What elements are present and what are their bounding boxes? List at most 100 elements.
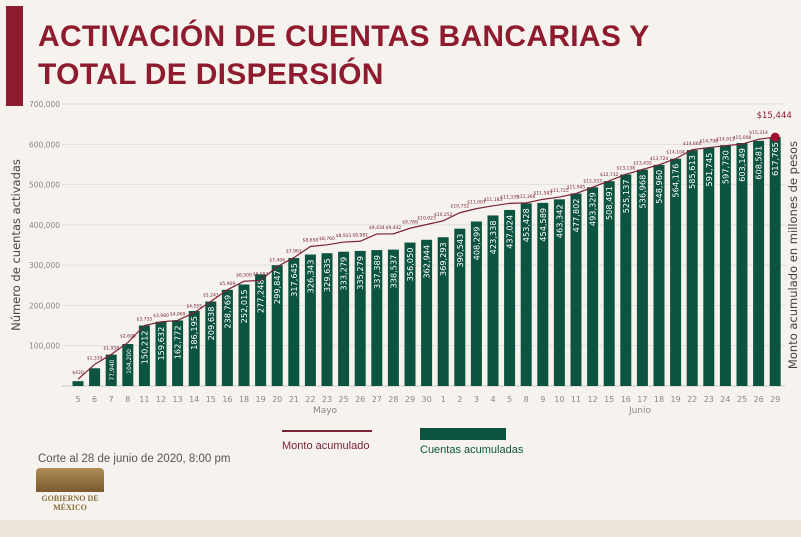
bar-value-label: 326,343	[305, 260, 315, 294]
monto-value-label: $6,553	[253, 271, 269, 277]
monto-value-label: $13,138	[616, 165, 635, 171]
bar-value-label: 463,342	[554, 204, 564, 238]
monto-value-label: $15,008	[733, 135, 752, 141]
y-tick-label: 400,000	[29, 221, 60, 230]
title-accent-bar	[6, 6, 23, 106]
bar	[354, 250, 366, 386]
bar	[537, 202, 549, 386]
monto-value-label: $2,695	[120, 334, 136, 340]
bar-value-label: 238,769	[222, 295, 232, 329]
x-tick-label: 8	[125, 395, 130, 404]
bar	[587, 187, 599, 386]
x-tick-label: 2	[457, 395, 462, 404]
bar-value-label: 162,772	[173, 325, 183, 359]
bar-value-label: 299,847	[272, 270, 282, 304]
bar	[670, 158, 682, 386]
bar-value-label: 369,293	[438, 242, 448, 276]
bar	[271, 265, 283, 386]
monto-value-label: $12,732	[600, 172, 619, 178]
x-tick-label: 10	[554, 395, 564, 404]
bar-value-label: 508,491	[604, 186, 614, 220]
x-tick-label: 23	[704, 395, 714, 404]
monto-value-label: $11,725	[550, 188, 569, 194]
bar-value-label: 77,940	[109, 359, 116, 380]
monto-value-label: $11,945	[567, 185, 586, 191]
bar-value-label: 548,960	[654, 170, 664, 204]
monto-line	[77, 136, 776, 380]
cutoff-note: Corte al 28 de junio de 2020, 8:00 pm	[38, 453, 231, 465]
bar-value-label: 337,389	[372, 255, 382, 289]
x-tick-label: 28	[388, 395, 398, 404]
bar-value-label: 362,944	[422, 245, 432, 279]
bar	[620, 174, 632, 386]
monto-value-label: $6,500	[236, 272, 252, 278]
bar	[470, 221, 482, 386]
bar-value-label: 329,635	[322, 258, 332, 292]
x-tick-label: 5	[507, 395, 512, 404]
y-tick-label: 100,000	[29, 342, 60, 351]
bar-value-label: 335,279	[355, 256, 365, 290]
y-tick-label: 700,000	[29, 100, 60, 109]
bar	[288, 258, 300, 386]
bar-value-label: 536,968	[637, 175, 647, 209]
x-tick-label: 26	[355, 395, 365, 404]
bar	[122, 344, 134, 386]
bar-value-label: 423,338	[488, 220, 498, 254]
monto-value-label: $11,583	[533, 190, 552, 196]
bar	[553, 199, 565, 386]
bar-value-label: 493,329	[588, 192, 598, 226]
bar-value-label: 597,730	[720, 150, 730, 184]
bar	[238, 284, 250, 386]
monto-value-label: $8,760	[319, 236, 335, 242]
monto-value-label: $8,981	[352, 232, 368, 238]
monto-value-label: $10,252	[434, 212, 453, 218]
bar-value-label: 525,137	[621, 179, 631, 213]
monto-value-label: $11,007	[467, 200, 486, 206]
bar	[636, 169, 648, 386]
bar-value-label: 603,149	[737, 148, 747, 182]
monto-value-label: $7,406	[269, 258, 285, 264]
title-line-1: ACTIVACIÓN DE CUENTAS BANCARIAS Y	[38, 20, 650, 53]
bar-value-label: 277,248	[256, 279, 266, 313]
bar-value-label: 104,200	[126, 349, 133, 374]
x-tick-label: 12	[588, 395, 598, 404]
page-title: ACTIVACIÓN DE CUENTAS BANCARIAS Y TOTAL …	[38, 18, 650, 94]
bar-value-label: 437,024	[505, 215, 515, 249]
bar-value-label: 608,581	[754, 146, 764, 180]
bar-value-label: 338,537	[388, 255, 398, 289]
bar-value-label: 150,212	[139, 330, 149, 364]
x-tick-label: 11	[571, 395, 581, 404]
bar-value-label: 159,632	[156, 327, 166, 361]
x-tick-label: 8	[524, 395, 529, 404]
monto-value-label: $9,789	[402, 219, 418, 225]
bar	[172, 320, 184, 386]
monto-value-label: $3,755	[137, 316, 153, 322]
bar	[703, 147, 715, 386]
y-axis-label-right: Monto acumulado en millones de pesos	[786, 141, 800, 369]
x-tick-label: 18	[654, 395, 664, 404]
bar-value-label: 209,638	[206, 307, 216, 341]
bar-value-label: 454,589	[538, 208, 548, 242]
month-label-junio: Junio	[628, 406, 652, 416]
x-tick-label: 17	[637, 395, 647, 404]
monto-value-label: $5,969	[220, 281, 236, 287]
monto-value-label: $12,333	[583, 178, 602, 184]
x-tick-label: 18	[239, 395, 249, 404]
monto-value-label: $9,434	[369, 225, 385, 231]
bar	[570, 193, 582, 386]
bar	[221, 289, 233, 386]
x-tick-label: 12	[156, 395, 166, 404]
x-tick-label: 23	[322, 395, 332, 404]
x-tick-label: 7	[109, 395, 114, 404]
bar	[105, 354, 117, 386]
logo-text: GOBIERNO DE MÉXICO	[41, 494, 99, 512]
x-tick-label: 22	[305, 395, 315, 404]
y-tick-label: 300,000	[29, 261, 60, 270]
bar-value-label: 585,613	[687, 155, 697, 189]
x-tick-label: 14	[189, 395, 199, 404]
gobierno-logo: GOBIERNO DE MÉXICO	[36, 468, 104, 512]
monto-value-label: $14,798	[699, 139, 718, 145]
bar	[719, 145, 731, 386]
monto-value-label: $15,314	[749, 130, 768, 136]
